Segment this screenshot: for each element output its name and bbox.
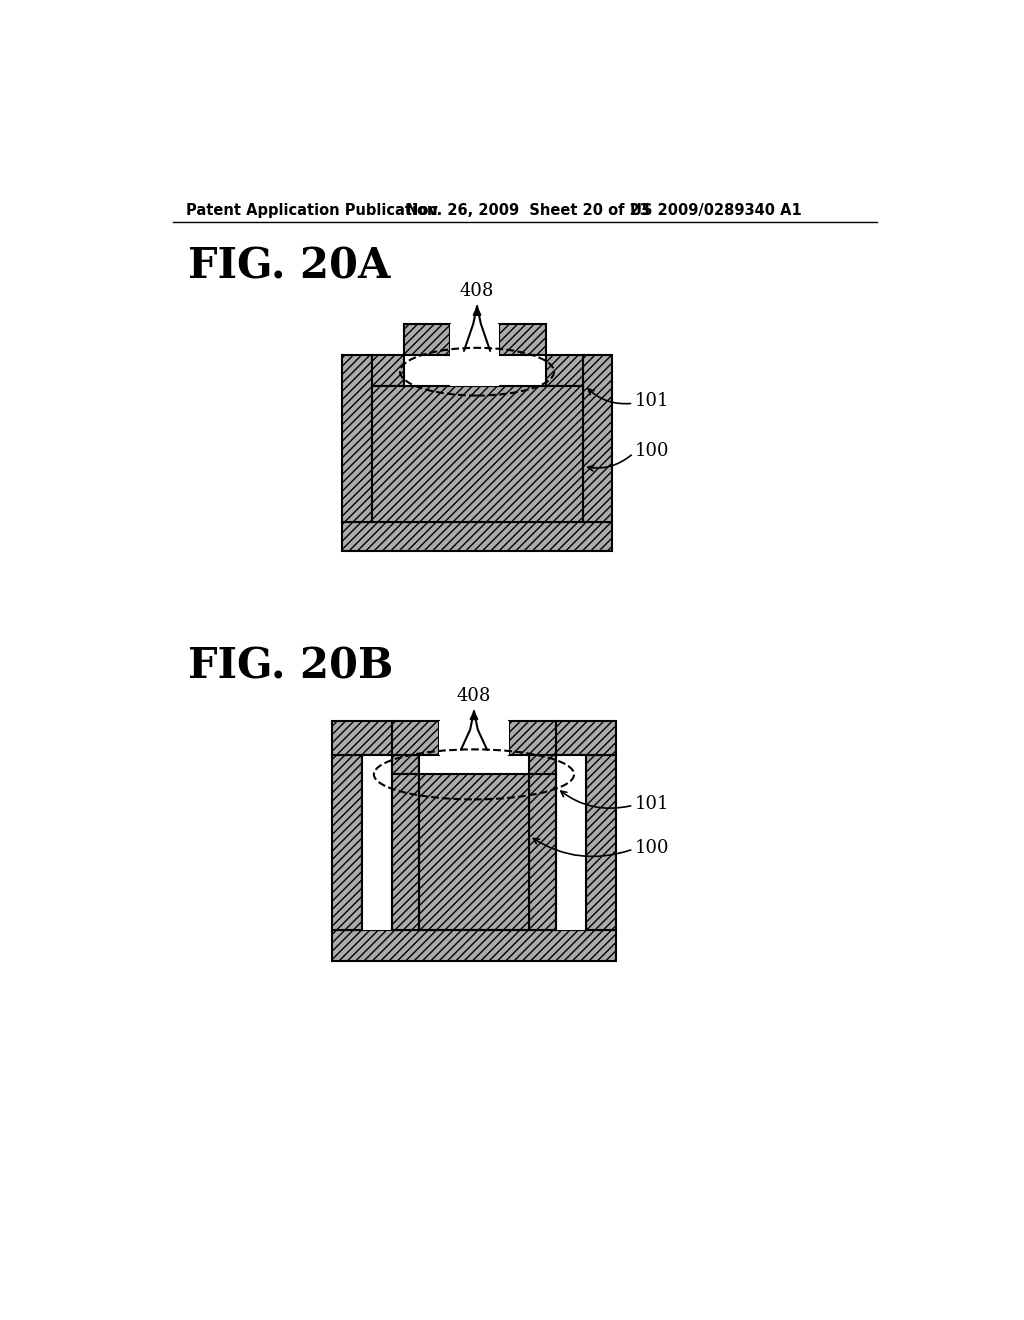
Text: 101: 101: [635, 795, 670, 813]
Bar: [556, 755, 587, 929]
Bar: [547, 355, 583, 385]
Bar: [438, 721, 509, 755]
Bar: [528, 755, 556, 929]
Text: FIG. 20B: FIG. 20B: [188, 645, 393, 688]
Text: 100: 100: [635, 442, 670, 459]
Bar: [509, 721, 556, 755]
Bar: [333, 929, 615, 961]
Bar: [342, 521, 611, 552]
Bar: [587, 755, 615, 929]
Bar: [419, 755, 528, 775]
Text: 408: 408: [460, 282, 495, 300]
Bar: [499, 323, 547, 355]
Bar: [403, 323, 451, 355]
Bar: [372, 355, 403, 385]
Text: US 2009/0289340 A1: US 2009/0289340 A1: [630, 203, 801, 218]
Bar: [361, 755, 392, 929]
Text: 408: 408: [457, 686, 492, 705]
Bar: [552, 721, 615, 755]
Text: Nov. 26, 2009  Sheet 20 of 23: Nov. 26, 2009 Sheet 20 of 23: [407, 203, 650, 218]
Bar: [333, 755, 361, 929]
Bar: [451, 355, 499, 385]
Bar: [372, 385, 583, 521]
Bar: [392, 721, 438, 755]
Bar: [583, 355, 611, 521]
Text: Patent Application Publication: Patent Application Publication: [186, 203, 437, 218]
Bar: [333, 721, 396, 755]
Bar: [451, 323, 499, 355]
Bar: [342, 355, 372, 521]
Text: FIG. 20A: FIG. 20A: [188, 246, 391, 288]
Bar: [419, 775, 528, 929]
Bar: [392, 755, 419, 929]
Text: 100: 100: [635, 838, 670, 857]
Text: 101: 101: [635, 392, 670, 411]
